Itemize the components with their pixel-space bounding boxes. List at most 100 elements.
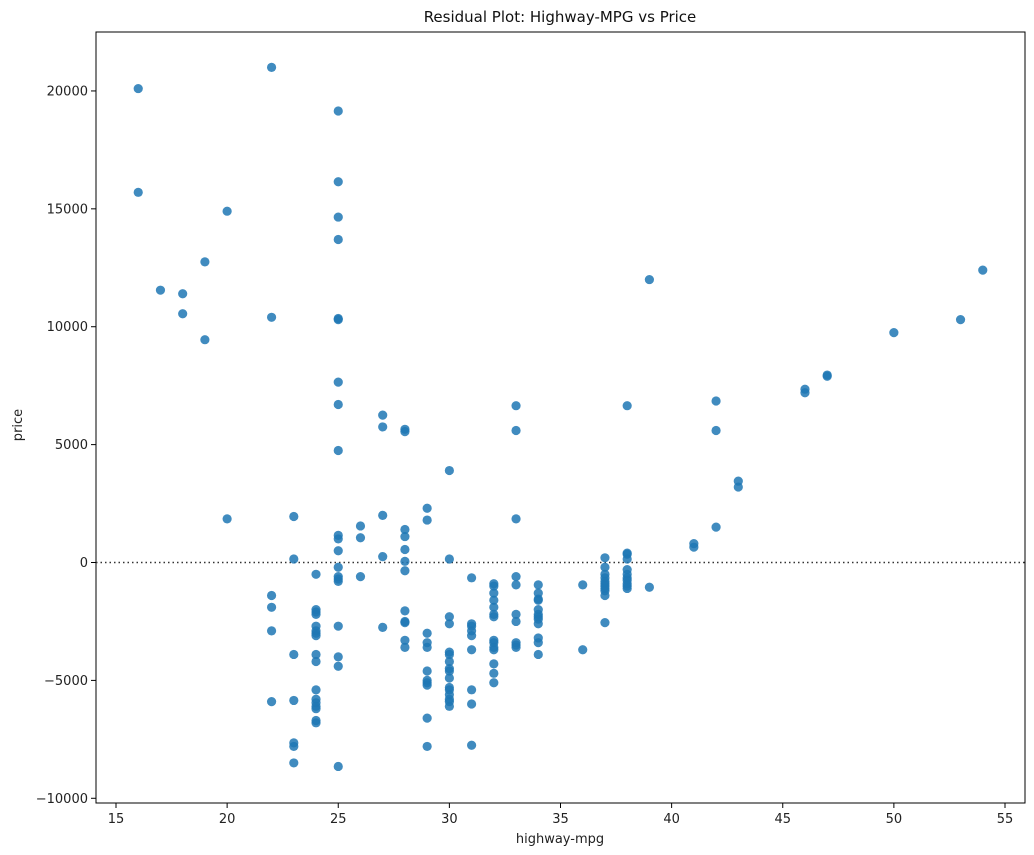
data-point xyxy=(578,645,588,655)
data-point xyxy=(222,206,232,216)
y-axis: −10000 −5000 0 5000 10000 15000 20000 xyxy=(36,84,96,807)
data-point xyxy=(422,642,432,652)
x-tick-label: 25 xyxy=(330,812,347,827)
data-point xyxy=(333,234,343,245)
data-point xyxy=(378,510,388,520)
data-point xyxy=(422,680,432,690)
data-point xyxy=(333,562,343,572)
data-point xyxy=(467,685,477,695)
data-point xyxy=(266,62,277,72)
data-point xyxy=(311,649,321,660)
data-point xyxy=(578,580,588,590)
y-tick-label: 0 xyxy=(80,556,88,571)
data-point xyxy=(444,554,454,564)
data-point xyxy=(422,741,432,752)
data-point xyxy=(533,594,543,604)
data-point xyxy=(333,546,343,556)
chart-title: Residual Plot: Highway-MPG vs Price xyxy=(424,8,697,26)
x-tick-label: 30 xyxy=(441,812,458,827)
data-point xyxy=(333,399,343,410)
data-point xyxy=(489,678,499,688)
data-point xyxy=(400,642,410,652)
data-point xyxy=(422,628,432,638)
data-point xyxy=(511,640,521,650)
data-point xyxy=(311,630,321,641)
data-point xyxy=(400,606,410,616)
data-point xyxy=(400,635,410,645)
data-point xyxy=(333,621,343,631)
data-point xyxy=(378,552,388,562)
data-point xyxy=(311,569,321,579)
data-point xyxy=(889,328,899,338)
data-point xyxy=(311,685,321,695)
scatter-points xyxy=(133,62,988,772)
data-point xyxy=(600,618,610,628)
data-point xyxy=(444,701,454,711)
data-point xyxy=(489,635,499,645)
data-point xyxy=(711,522,721,532)
y-tick-label: 10000 xyxy=(47,320,88,335)
data-point xyxy=(467,699,477,709)
plot-frame xyxy=(95,31,1026,804)
data-point xyxy=(444,612,454,622)
data-point xyxy=(422,666,432,676)
data-point xyxy=(289,695,299,706)
data-point xyxy=(444,666,454,676)
data-point xyxy=(200,335,210,345)
x-tick-label: 45 xyxy=(774,812,791,827)
data-point xyxy=(400,618,410,628)
data-point xyxy=(400,566,410,576)
data-point xyxy=(467,573,477,583)
data-point xyxy=(533,612,543,622)
data-point xyxy=(444,689,454,700)
data-point xyxy=(400,544,410,555)
data-point xyxy=(333,576,343,586)
data-point xyxy=(511,425,521,436)
data-point xyxy=(333,761,343,772)
data-point xyxy=(355,533,366,543)
data-point xyxy=(333,177,343,187)
data-point xyxy=(600,562,610,572)
data-point xyxy=(200,257,210,267)
data-point xyxy=(489,595,499,605)
data-point xyxy=(467,619,477,629)
data-point xyxy=(333,661,343,671)
data-point xyxy=(689,542,699,552)
data-point xyxy=(311,715,321,726)
data-point xyxy=(333,315,343,325)
data-point xyxy=(378,410,388,420)
data-point xyxy=(489,668,499,678)
y-tick-label: −10000 xyxy=(36,792,88,807)
data-point xyxy=(444,656,454,667)
data-point xyxy=(978,265,988,275)
data-point xyxy=(600,553,610,563)
x-tick-label: 15 xyxy=(108,812,125,827)
y-axis-label: price xyxy=(11,409,26,441)
data-point xyxy=(266,590,277,601)
data-point xyxy=(400,427,410,437)
data-point xyxy=(511,616,521,627)
data-point xyxy=(289,511,299,522)
data-point xyxy=(511,401,521,411)
data-point xyxy=(155,285,166,295)
x-tick-label: 35 xyxy=(552,812,569,827)
x-tick-label: 40 xyxy=(663,812,680,827)
y-tick-label: −5000 xyxy=(44,674,88,689)
data-point xyxy=(467,630,477,641)
data-point xyxy=(355,521,366,531)
data-point xyxy=(822,371,832,381)
y-tick-label: 15000 xyxy=(47,202,88,217)
x-tick-label: 50 xyxy=(886,812,903,827)
data-point xyxy=(511,580,521,590)
data-point xyxy=(644,582,654,592)
data-point xyxy=(289,758,299,768)
data-point xyxy=(266,602,277,612)
data-point xyxy=(444,673,454,683)
data-point xyxy=(444,649,454,660)
data-point xyxy=(489,588,499,598)
data-point xyxy=(711,396,721,406)
x-axis: 15 20 25 30 35 40 45 50 55 xyxy=(108,803,1013,827)
data-point xyxy=(133,83,143,94)
data-point xyxy=(311,704,321,714)
